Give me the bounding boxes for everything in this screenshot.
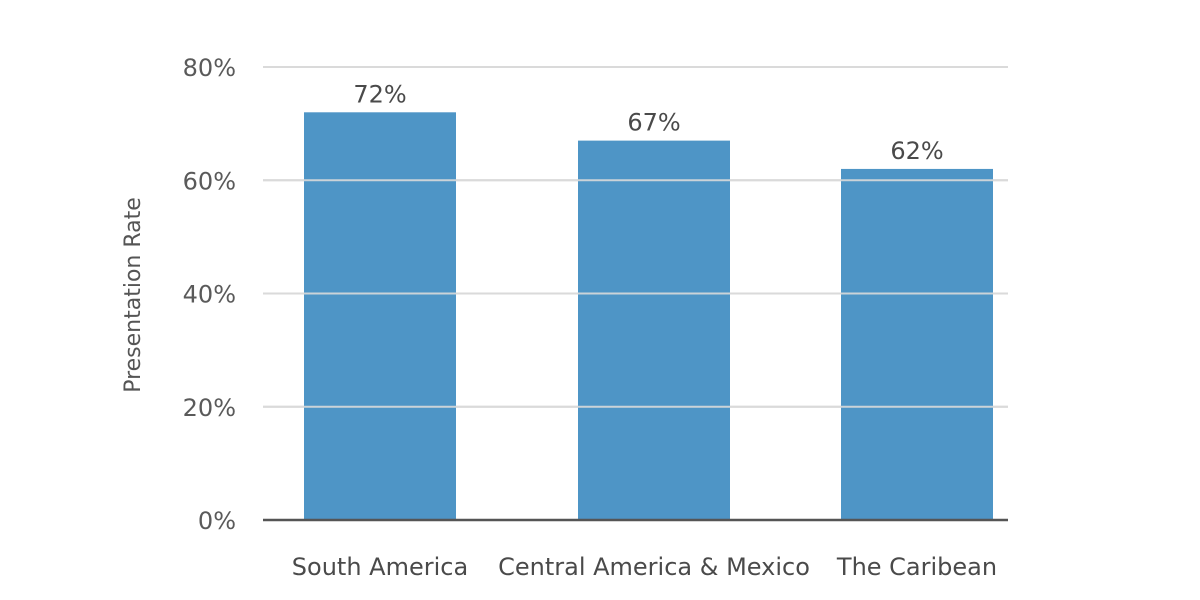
bar — [578, 140, 730, 521]
y-tick-label: 0% — [198, 507, 236, 535]
x-tick-label: South America — [292, 553, 468, 581]
data-labels: 72% 67% 62% — [353, 80, 943, 165]
y-tick-label: 80% — [183, 54, 236, 82]
x-tick-label: The Caribean — [836, 553, 997, 581]
data-label: 72% — [353, 80, 406, 108]
x-axis-category-labels: South America Central America & Mexico The… — [292, 553, 997, 581]
gridlines-over-bars — [263, 66, 1008, 408]
y-tick-label: 20% — [183, 394, 236, 422]
data-label: 62% — [890, 137, 943, 165]
x-tick-label: Central America & Mexico — [498, 553, 810, 581]
y-tick-label: 40% — [183, 281, 236, 309]
y-axis-title: Presentation Rate — [121, 197, 146, 393]
bar — [841, 168, 993, 521]
y-tick-label: 60% — [183, 167, 236, 195]
data-label: 67% — [627, 109, 680, 137]
bar — [304, 112, 456, 521]
bars — [304, 112, 993, 521]
y-axis-tick-labels: 0% 20% 40% 60% 80% — [183, 54, 236, 535]
